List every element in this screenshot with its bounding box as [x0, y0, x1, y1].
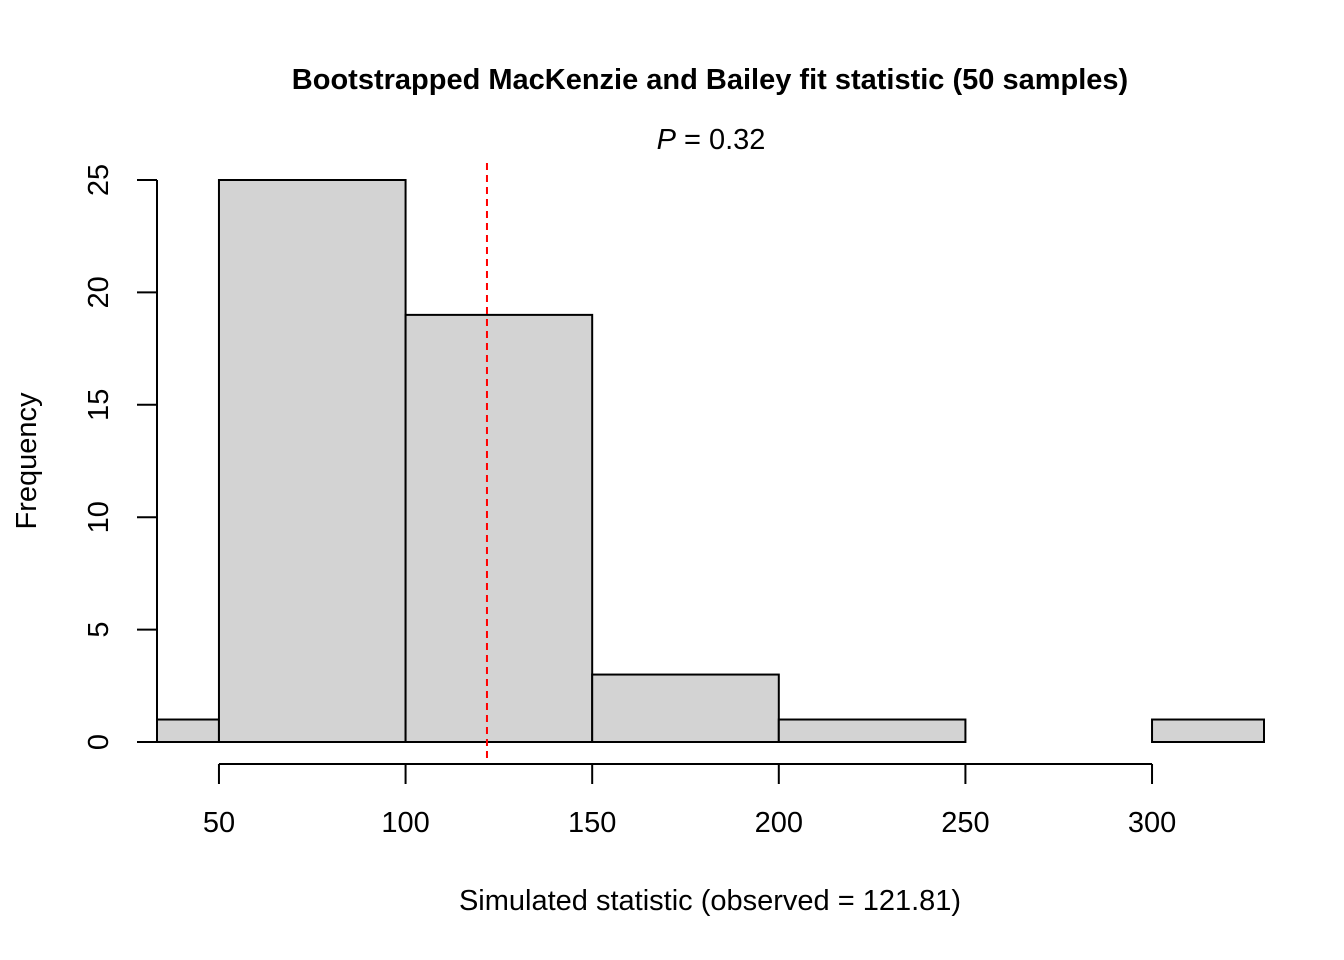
x-tick-label: 200 [755, 807, 803, 839]
x-tick-label: 100 [381, 807, 429, 839]
p-label: P [657, 124, 677, 156]
histogram-bar-2 [404, 313, 594, 743]
y-tick-label: 5 [83, 622, 115, 638]
bars-layer [156, 179, 1265, 744]
y-tick-label: 15 [83, 389, 115, 421]
y-tick-label: 0 [83, 734, 115, 750]
y-axis-label: Frequency [11, 392, 43, 530]
histogram-bar-6 [1151, 718, 1265, 744]
histogram-bar-0 [156, 718, 220, 744]
y-axis: 0 5 10 15 20 25 [83, 164, 158, 750]
y-tick-label: 25 [83, 164, 115, 196]
histogram-bar-4 [777, 718, 967, 744]
x-axis-label: Simulated statistic (observed = 121.81) [459, 885, 961, 917]
chart-title: Bootstrapped MacKenzie and Bailey fit st… [292, 64, 1128, 96]
y-tick-label: 10 [83, 501, 115, 533]
p-value-subtitle: P = 0.32 [657, 124, 766, 156]
x-tick-label: 300 [1128, 807, 1176, 839]
histogram-bar-1 [217, 179, 407, 743]
x-tick-label: 150 [568, 807, 616, 839]
histogram-bar-3 [591, 673, 780, 743]
y-tick-label: 20 [83, 276, 115, 308]
p-value-text: = 0.32 [676, 124, 766, 156]
x-tick-label: 250 [941, 807, 989, 839]
x-tick-label: 50 [203, 807, 235, 839]
x-axis: 50 100 150 200 250 300 [203, 763, 1176, 839]
